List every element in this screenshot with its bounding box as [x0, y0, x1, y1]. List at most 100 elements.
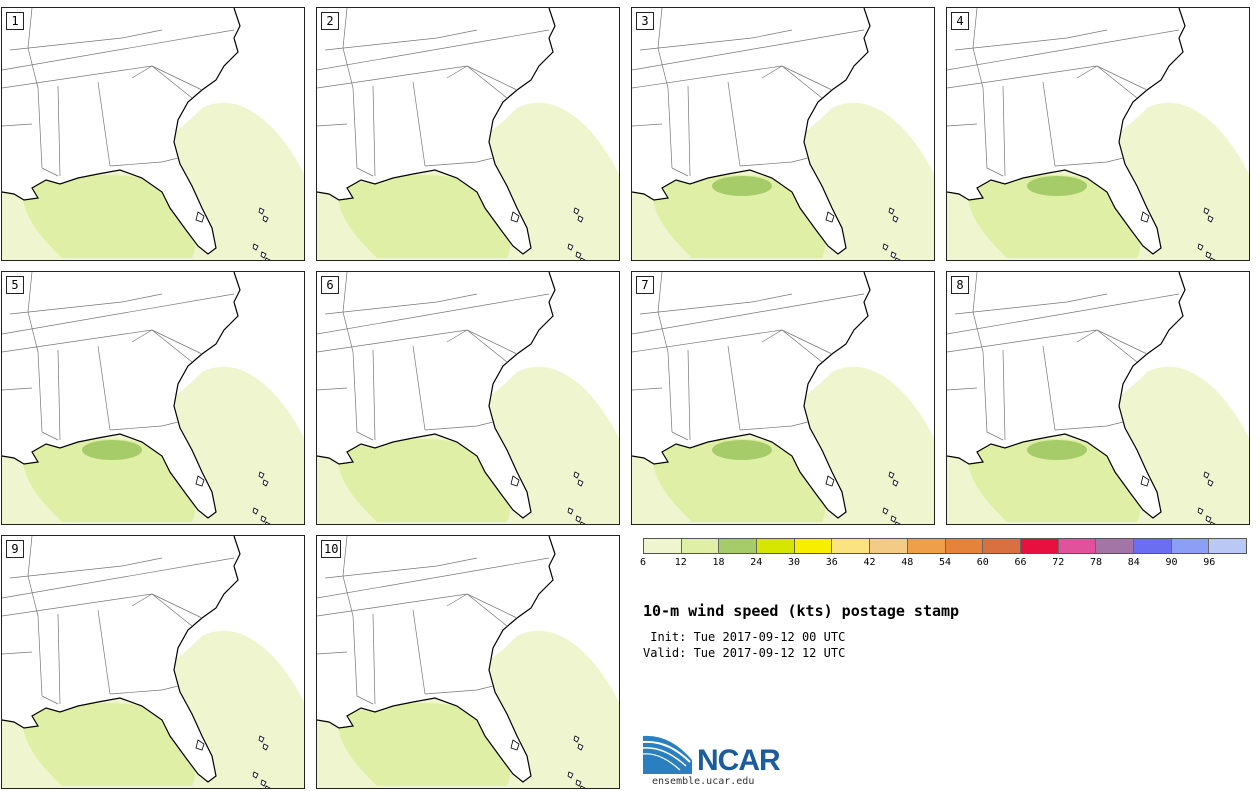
island [892, 479, 899, 487]
state-border [446, 65, 468, 79]
island [888, 207, 895, 215]
wind-field-12-18 [22, 703, 196, 786]
wind-field-18-24 [712, 176, 772, 196]
state-border [727, 81, 741, 167]
stamp-map-4: 4 [946, 7, 1250, 261]
island [895, 521, 901, 524]
state-border [9, 293, 163, 315]
island [1205, 515, 1212, 523]
state-border [2, 123, 33, 127]
island [575, 251, 582, 259]
state-border [972, 272, 988, 433]
island [580, 521, 586, 524]
state-border [324, 557, 478, 579]
state-border [324, 293, 478, 315]
state-border [372, 349, 376, 441]
island [260, 779, 267, 787]
state-border [151, 329, 203, 355]
wind-field-12-18 [337, 175, 511, 258]
state-border [986, 431, 1004, 441]
state-border [1042, 81, 1056, 167]
state-border [324, 29, 478, 51]
island [1203, 471, 1210, 479]
state-border [412, 345, 426, 431]
wind-field-12-18 [652, 175, 826, 258]
state-border [424, 685, 494, 695]
state-border [1002, 85, 1006, 177]
state-border [41, 695, 59, 705]
colorbar-tick-label: 84 [1127, 557, 1140, 568]
stamp-map-7: 7 [631, 271, 935, 525]
colorbar-swatch [681, 539, 720, 553]
coastline [317, 8, 556, 255]
stamp-map-drawing [2, 8, 304, 260]
island [1197, 243, 1204, 251]
island [252, 243, 259, 251]
state-border [2, 293, 235, 335]
state-border [342, 8, 358, 169]
colorbar-tick-label: 60 [976, 557, 989, 568]
state-border [412, 609, 426, 695]
state-border [739, 157, 809, 167]
colorbar-swatch [794, 539, 833, 553]
stamp-number: 2 [321, 12, 339, 30]
land-area [2, 8, 240, 254]
colorbar-swatch [757, 539, 795, 553]
state-border [947, 293, 1180, 335]
colorbar-swatch [907, 539, 946, 553]
wind-speed-colorbar [643, 538, 1247, 554]
coastline [2, 272, 241, 519]
state-border [657, 8, 673, 169]
state-border [761, 65, 783, 79]
colorbar-tick-label: 48 [901, 557, 914, 568]
state-border [9, 557, 163, 579]
state-border [2, 29, 235, 71]
state-border [317, 387, 348, 391]
ncar-logo-text: NCAR [697, 744, 781, 777]
colorbar-tick-labels: 6 12 18 24 30 36 42 48 54 60 66 72 78 84 90 96 [640, 557, 1247, 571]
island [575, 779, 582, 787]
coastline [632, 8, 871, 255]
island [258, 735, 265, 743]
colorbar-tick-label: 30 [787, 557, 801, 568]
island [888, 471, 895, 479]
colorbar-swatch [719, 539, 758, 553]
coastline [947, 8, 1186, 255]
state-border [466, 593, 518, 619]
colorbar-swatch [644, 539, 682, 553]
state-border [2, 651, 33, 655]
coastline [317, 536, 556, 783]
island [567, 507, 574, 515]
island [265, 257, 271, 260]
state-border [1054, 421, 1124, 431]
colorbar-swatch [1058, 539, 1097, 553]
stamp-map-drawing [317, 8, 619, 260]
wind-field-18-24 [1027, 440, 1087, 460]
state-border [342, 536, 358, 697]
island [262, 743, 269, 751]
stamp-number: 7 [636, 276, 654, 294]
state-border [356, 167, 374, 177]
lake [1140, 475, 1150, 487]
state-border [27, 272, 43, 433]
island [577, 743, 584, 751]
island [577, 215, 584, 223]
island [882, 243, 889, 251]
land-area [632, 272, 870, 518]
stamp-number: 1 [6, 12, 24, 30]
island [258, 207, 265, 215]
state-border [632, 387, 663, 391]
state-border [356, 431, 374, 441]
wind-field-12-18 [652, 439, 826, 522]
stamp-map-9: 9 [1, 535, 305, 789]
lake [825, 475, 835, 487]
island [265, 521, 271, 524]
colorbar-swatch [945, 539, 984, 553]
stamp-number: 5 [6, 276, 24, 294]
island [892, 215, 899, 223]
state-border [9, 29, 163, 51]
state-border [1096, 329, 1148, 355]
colorbar-tick-label: 90 [1165, 557, 1178, 568]
land-area [2, 536, 240, 782]
stamp-map-2: 2 [316, 7, 620, 261]
